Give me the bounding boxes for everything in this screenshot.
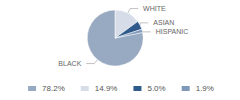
svg-text:HISPANIC: HISPANIC [156, 28, 189, 35]
svg-text:5.0%: 5.0% [147, 84, 165, 93]
svg-text:ASIAN: ASIAN [153, 19, 174, 26]
svg-text:1.9%: 1.9% [196, 84, 214, 93]
svg-text:78.2%: 78.2% [42, 84, 65, 93]
svg-text:WHITE: WHITE [143, 5, 166, 12]
svg-text:14.9%: 14.9% [95, 84, 118, 93]
svg-text:BLACK: BLACK [58, 60, 81, 67]
